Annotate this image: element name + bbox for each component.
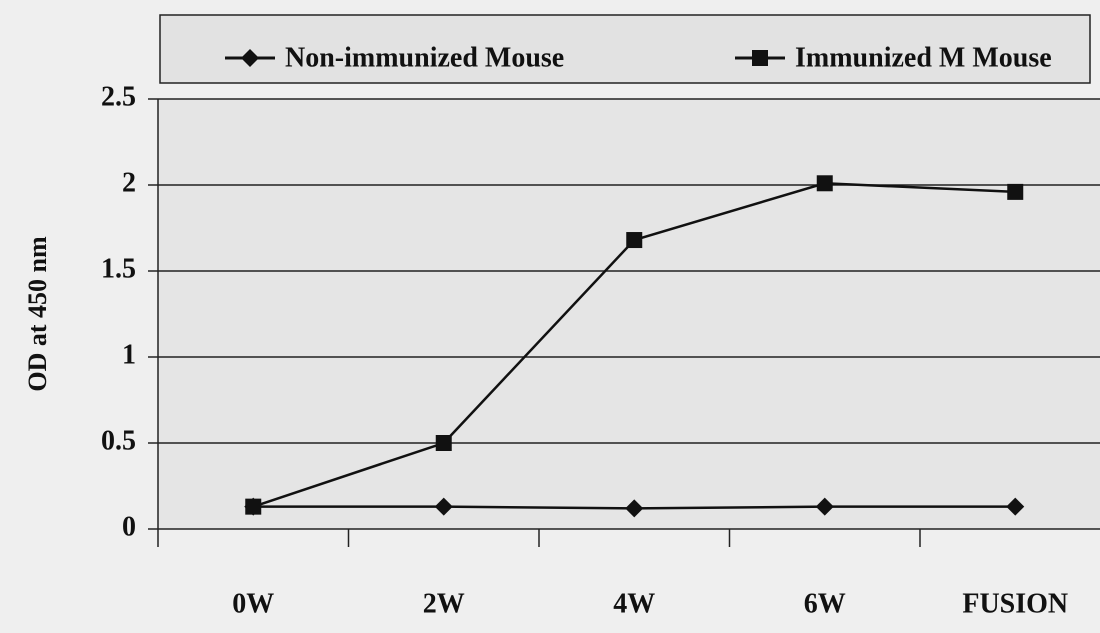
- plot-area: [158, 99, 1100, 529]
- data-point: [816, 175, 833, 192]
- legend-label: Non-immunized Mouse: [285, 42, 564, 73]
- x-tick-label: 6W: [804, 588, 846, 619]
- legend-label: Immunized M Mouse: [795, 42, 1052, 73]
- x-tick-label: 4W: [613, 588, 655, 619]
- y-tick-label: 2.5: [101, 81, 136, 112]
- data-point: [625, 499, 644, 518]
- data-point: [434, 497, 453, 516]
- y-tick-label: 0: [122, 511, 136, 542]
- data-point: [626, 232, 643, 249]
- data-point: [435, 435, 452, 451]
- y-tick-label: 0.5: [101, 425, 136, 456]
- x-tick-label: FUSION: [962, 588, 1068, 619]
- y-tick-label: 1.5: [101, 253, 136, 284]
- x-tick-label: 0W: [232, 588, 274, 619]
- legend-marker: [752, 50, 768, 66]
- y-tick-label: 1: [122, 339, 136, 370]
- y-tick-label: 2: [122, 167, 136, 198]
- x-tick-label: 2W: [423, 588, 465, 619]
- legend-box: [159, 14, 1091, 84]
- data-point: [815, 497, 834, 516]
- data-point: [245, 498, 262, 515]
- y-axis-label: OD at 450 nm: [23, 236, 52, 392]
- data-point: [1006, 497, 1025, 516]
- data-point: [1007, 183, 1024, 200]
- legend-marker: [241, 49, 259, 67]
